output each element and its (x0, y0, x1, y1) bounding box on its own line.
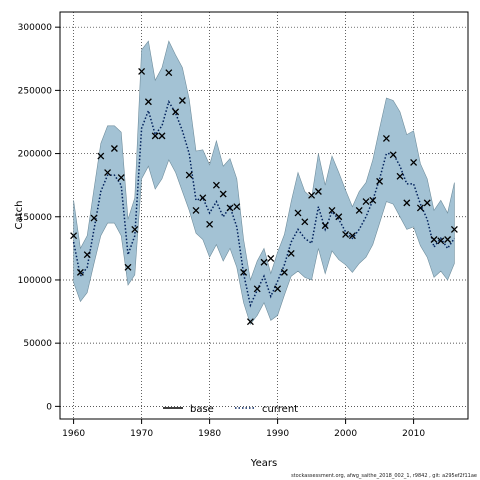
observed-point (226, 204, 234, 212)
observed-point (199, 194, 207, 202)
observed-point (192, 206, 200, 214)
observed-point (294, 209, 302, 217)
observed-point (104, 169, 112, 176)
y-axis-label: Catch (14, 201, 25, 230)
x-tick-label: 2010 (402, 429, 425, 439)
x-axis-label: Years (250, 458, 277, 469)
observed-point (444, 236, 452, 243)
fit-lines (72, 99, 456, 308)
observed-point (246, 318, 254, 326)
observed-point (131, 225, 139, 233)
observed-point (308, 191, 316, 199)
observed-point (185, 171, 193, 179)
observed-point (158, 132, 166, 140)
observed-point (124, 263, 132, 271)
observed-point (117, 174, 125, 182)
observed-point (240, 268, 248, 276)
observed-point (178, 97, 186, 104)
observed-point (280, 268, 288, 276)
observed-point (219, 190, 227, 198)
x-tick-label: 2000 (334, 429, 357, 439)
observed-point (138, 67, 146, 75)
axes-ticks: 1960 1970 1980 1990 2000 2010 0 50000 100000 1500… (18, 23, 426, 439)
observed-point (314, 188, 322, 195)
legend-base-label: base (190, 404, 214, 415)
y-tick-label: 0 (46, 402, 52, 412)
observed-point (253, 285, 261, 293)
observed-point (423, 199, 431, 207)
observed-point (328, 206, 336, 214)
band-area (73, 40, 455, 325)
observed-point (376, 177, 384, 185)
observed-point (83, 251, 91, 259)
observed-point (90, 214, 98, 222)
observed-point (335, 213, 343, 221)
observed-point (437, 237, 445, 245)
x-tick-label: 1970 (130, 429, 153, 439)
x-tick-label: 1990 (266, 429, 289, 439)
observed-point (274, 285, 282, 293)
confidence-band (73, 40, 455, 325)
observed-point (70, 232, 78, 240)
observed-point (267, 255, 275, 262)
x-tick-label: 1960 (62, 429, 85, 439)
series-current-line (72, 99, 456, 308)
grid (60, 12, 468, 419)
observed-point (410, 158, 418, 166)
observed-point (369, 196, 377, 204)
observed-point (260, 258, 268, 266)
observed-point (396, 172, 404, 180)
y-tick-label: 150000 (18, 213, 53, 223)
observed-point (342, 231, 350, 238)
observed-point (382, 134, 390, 142)
y-tick-label: 50000 (23, 339, 52, 349)
observed-point (430, 236, 438, 243)
observed-point (287, 249, 295, 257)
x-tick-label: 1980 (198, 429, 221, 439)
footer-note: stockassessment.org, afwg_saithe_2018_00… (291, 473, 477, 479)
legend: base current (163, 404, 298, 415)
y-tick-label: 200000 (18, 150, 53, 160)
y-tick-label: 300000 (18, 23, 53, 33)
y-tick-label: 250000 (18, 86, 53, 96)
observed-point (321, 222, 329, 230)
observed-point (206, 220, 214, 228)
observed-point (348, 232, 356, 240)
observed-point (403, 199, 411, 207)
observed-point (165, 69, 173, 77)
observed-point (110, 145, 118, 152)
plot-frame (59, 11, 469, 420)
observed-point (450, 225, 458, 233)
observed-point (76, 268, 84, 276)
observed-markers (70, 67, 458, 326)
observed-point (389, 151, 397, 159)
observed-point (301, 218, 309, 226)
observed-point (416, 204, 424, 212)
observed-point (172, 108, 180, 116)
observed-point (144, 98, 152, 106)
observed-point (97, 152, 105, 160)
y-tick-label: 100000 (18, 276, 53, 286)
observed-point (355, 206, 363, 214)
observed-point (362, 198, 370, 206)
observed-point (151, 132, 159, 140)
observed-point (212, 181, 220, 189)
observed-point (233, 203, 241, 211)
legend-current-label: current (262, 404, 298, 415)
